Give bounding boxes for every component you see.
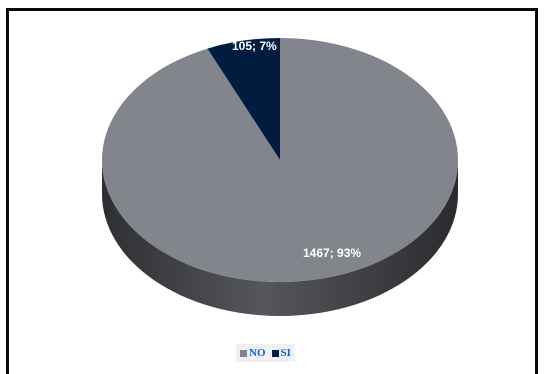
legend-item-no: NO bbox=[240, 347, 266, 359]
legend-label-no: NO bbox=[249, 347, 266, 359]
legend-swatch-no bbox=[240, 349, 247, 357]
legend-swatch-si bbox=[271, 349, 279, 357]
chart-legend: NO SI bbox=[236, 344, 295, 362]
data-label-no: 1467; 93% bbox=[303, 246, 361, 260]
data-label-si: 105; 7% bbox=[232, 39, 277, 53]
pie-slice-si bbox=[207, 38, 280, 160]
pie-side-wall bbox=[102, 160, 458, 316]
legend-item-si: SI bbox=[271, 347, 291, 359]
legend-label-si: SI bbox=[280, 347, 291, 359]
